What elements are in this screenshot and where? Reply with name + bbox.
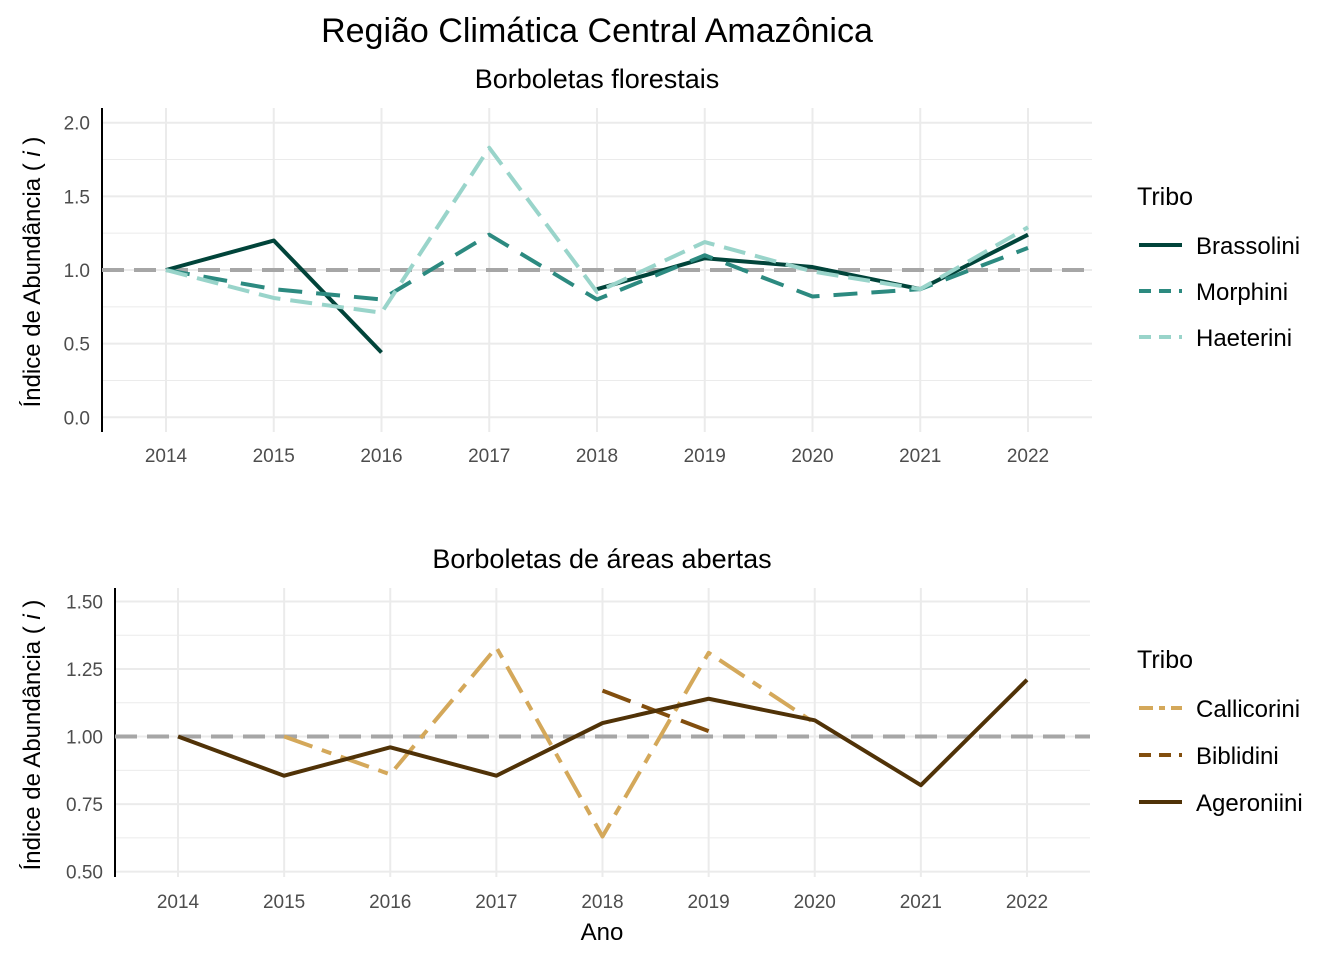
x-tick-label: 2021 — [900, 892, 942, 913]
y-tick-label: 0.5 — [64, 335, 90, 356]
series-line-morphini — [165, 232, 1029, 302]
y-tick-label: 0.50 — [66, 863, 103, 884]
y-axis-label-italic: i — [19, 151, 46, 157]
y-tick-label: 0.75 — [66, 795, 103, 816]
legend-title: Tribo — [1137, 646, 1193, 674]
legend-label: Haeterini — [1196, 325, 1292, 352]
panel-open-area-butterflies: Borboletas de áreas abertas 0.50 0.75 1.00… — [19, 544, 1303, 913]
legend-label: Ageroniini — [1196, 790, 1303, 817]
panel-forest-butterflies: Borboletas florestais 0.0 0.5 1.0 1.5 2.0 201… — [19, 64, 1300, 467]
y-tick-label: 1.0 — [64, 261, 90, 282]
figure-title: Região Climática Central Amazônica — [321, 12, 873, 50]
y-tick-label: 2.0 — [64, 114, 90, 135]
x-tick-label: 2020 — [791, 446, 833, 467]
x-tick-label: 2016 — [369, 892, 411, 913]
legend-label: Callicorini — [1196, 696, 1300, 723]
x-tick-label: 2020 — [794, 892, 836, 913]
series-line-brassolini — [165, 238, 383, 354]
y-tick-label: 0.0 — [64, 408, 90, 429]
y-axis-label-close: ) — [19, 600, 46, 615]
x-tick-label: 2017 — [468, 446, 510, 467]
legend-title: Tribo — [1137, 183, 1193, 211]
x-tick-label: 2014 — [157, 892, 200, 913]
y-axis-label: Índice de Abundância ( i ) — [19, 137, 46, 408]
x-tick-label: 2019 — [687, 892, 729, 913]
x-tick-label: 2017 — [475, 892, 517, 913]
x-tick-label: 2021 — [899, 446, 941, 467]
legend-label: Biblidini — [1196, 743, 1279, 770]
y-axis-label-text: Índice de Abundância ( — [19, 620, 46, 871]
y-tick-label: 1.25 — [66, 660, 103, 681]
y-axis-label: Índice de Abundância ( i ) — [19, 600, 46, 871]
y-axis-label-text: Índice de Abundância ( — [19, 157, 46, 408]
series-line-ageroniini — [177, 678, 1029, 788]
x-tick-label: 2015 — [253, 446, 295, 467]
y-axis-label-italic: i — [19, 614, 46, 620]
panel-title: Borboletas de áreas abertas — [432, 544, 771, 574]
legend-label: Brassolini — [1196, 233, 1300, 260]
y-tick-label: 1.00 — [66, 728, 103, 749]
panel-title: Borboletas florestais — [475, 64, 720, 94]
y-axis-label-close: ) — [19, 137, 46, 152]
x-tick-label: 2018 — [581, 892, 623, 913]
x-tick-label: 2018 — [576, 446, 618, 467]
y-tick-label: 1.50 — [66, 593, 103, 614]
x-tick-label: 2022 — [1007, 446, 1049, 467]
x-tick-label: 2014 — [145, 446, 188, 467]
x-tick-label: 2022 — [1006, 892, 1048, 913]
legend-label: Morphini — [1196, 279, 1288, 306]
x-tick-label: 2019 — [684, 446, 726, 467]
x-tick-label: 2015 — [263, 892, 305, 913]
y-tick-label: 1.5 — [64, 187, 90, 208]
series-line-haeterini — [165, 145, 1029, 315]
x-tick-label: 2016 — [360, 446, 402, 467]
series-line-callicorini — [283, 645, 816, 839]
x-axis-label: Ano — [581, 919, 624, 946]
